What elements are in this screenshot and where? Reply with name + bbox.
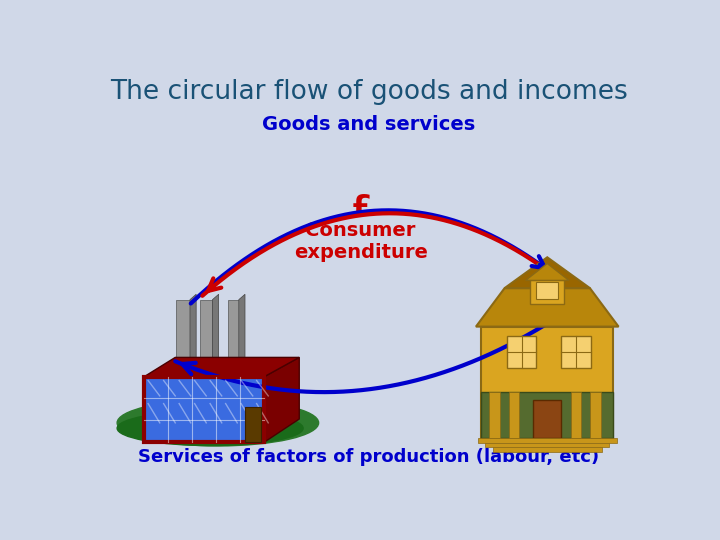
Polygon shape (264, 357, 300, 442)
FancyBboxPatch shape (144, 377, 264, 442)
FancyBboxPatch shape (477, 438, 617, 443)
Text: Consumer
expenditure: Consumer expenditure (294, 221, 428, 262)
FancyBboxPatch shape (530, 280, 564, 303)
Ellipse shape (117, 411, 303, 446)
Ellipse shape (117, 400, 319, 446)
FancyBboxPatch shape (493, 448, 601, 452)
FancyBboxPatch shape (482, 327, 613, 438)
Polygon shape (190, 294, 196, 377)
FancyBboxPatch shape (590, 392, 600, 438)
Text: Goods and services: Goods and services (262, 116, 476, 134)
Text: The circular flow of goods and incomes: The circular flow of goods and incomes (110, 79, 628, 105)
Polygon shape (526, 264, 569, 280)
Text: Services of factors of production (labour, etc): Services of factors of production (labou… (138, 449, 600, 467)
Polygon shape (144, 357, 300, 377)
FancyBboxPatch shape (176, 300, 190, 377)
FancyBboxPatch shape (228, 300, 239, 377)
Polygon shape (239, 294, 245, 377)
FancyBboxPatch shape (570, 392, 581, 438)
FancyBboxPatch shape (489, 392, 500, 438)
FancyBboxPatch shape (485, 443, 609, 448)
FancyBboxPatch shape (200, 300, 212, 377)
FancyBboxPatch shape (534, 400, 561, 438)
Polygon shape (212, 294, 219, 377)
FancyBboxPatch shape (561, 336, 590, 368)
FancyBboxPatch shape (507, 336, 536, 368)
Polygon shape (505, 257, 590, 288)
FancyBboxPatch shape (508, 392, 519, 438)
FancyBboxPatch shape (482, 392, 613, 438)
FancyBboxPatch shape (536, 282, 558, 299)
Text: £: £ (350, 193, 372, 222)
FancyBboxPatch shape (245, 408, 261, 442)
Polygon shape (476, 288, 618, 327)
